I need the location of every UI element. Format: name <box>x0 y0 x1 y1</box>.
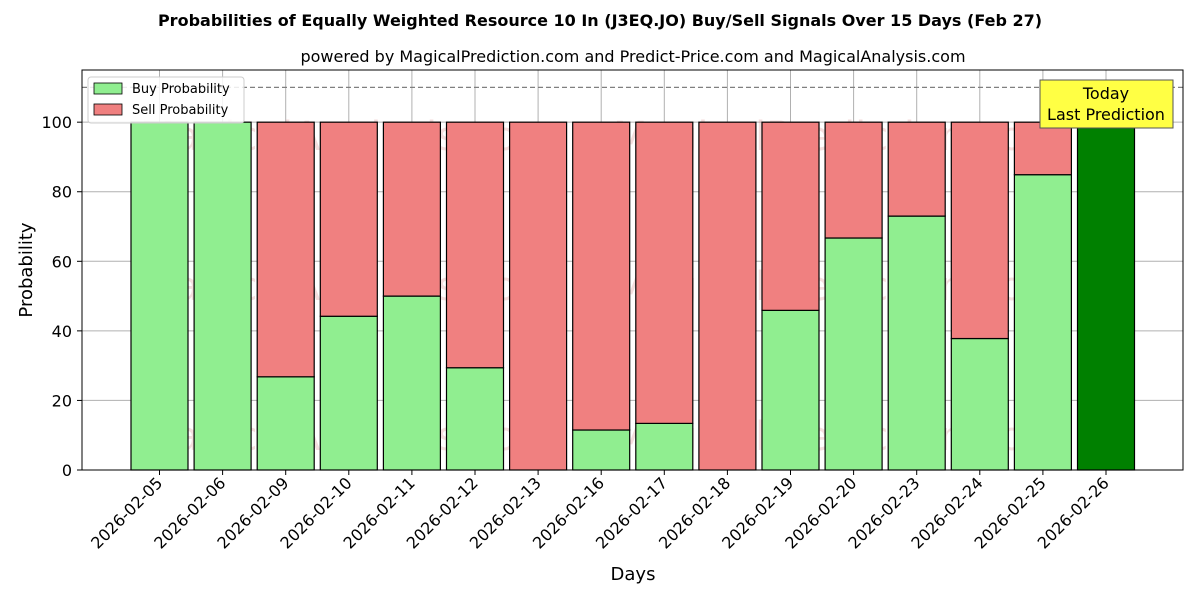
bar-sell-2026-02-13 <box>509 121 568 471</box>
bar-sell-2026-02-16 <box>572 121 631 431</box>
bar-sell-2026-02-09 <box>256 121 315 378</box>
bar-buy-2026-02-24 <box>950 337 1009 471</box>
bar-sell-2026-02-10 <box>319 121 378 317</box>
chart-title: Probabilities of Equally Weighted Resour… <box>158 11 1042 30</box>
y-axis-ticks: 0 20 40 60 80 100 <box>41 113 82 480</box>
bar-sell-2026-02-20 <box>824 121 883 239</box>
x-axis-ticks: 2026-02-052026-02-062026-02-092026-02-10… <box>87 470 1113 553</box>
bar-buy-2026-02-25 <box>1013 174 1073 471</box>
bar-buy-2026-02-06 <box>193 121 252 471</box>
bar-buy-2026-02-16 <box>572 429 631 471</box>
today-annotation: Today Last Prediction <box>1039 79 1174 129</box>
annotation-line-1: Today <box>1082 84 1129 103</box>
bar-buy-2026-02-19 <box>761 309 820 471</box>
annotation-box <box>1039 79 1174 129</box>
legend-swatch-sell <box>93 103 123 116</box>
bar-sell-2026-02-17 <box>635 121 694 424</box>
bar-sell-2026-02-25 <box>1013 121 1073 176</box>
y-tick-label: 0 <box>62 461 72 480</box>
legend-swatch-buy <box>93 82 123 95</box>
chart-subtitle: powered by MagicalPrediction.com and Pre… <box>300 47 965 66</box>
bar-buy-2026-02-23 <box>887 215 946 471</box>
legend: Buy Probability Sell Probability <box>87 76 245 124</box>
y-axis-label: Probability <box>16 222 37 317</box>
bar-sell-2026-02-19 <box>761 121 820 311</box>
legend-label-buy: Buy Probability <box>132 82 230 97</box>
x-axis-label: Days <box>611 564 656 585</box>
y-tick-label: 20 <box>52 391 72 410</box>
bar-buy-2026-02-17 <box>635 422 694 471</box>
plot-frame <box>81 69 1184 471</box>
bar-buy-2026-02-05 <box>130 121 189 471</box>
legend-box <box>87 76 245 124</box>
bar-buy-2026-02-12 <box>445 367 505 471</box>
y-tick-label: 40 <box>52 322 72 341</box>
annotation-line-2: Last Prediction <box>1047 105 1165 124</box>
bar-sell-2026-02-11 <box>382 121 441 297</box>
bar-sell-2026-02-18 <box>698 121 757 471</box>
y-tick-label: 60 <box>52 252 72 271</box>
bars <box>130 121 1136 471</box>
y-tick-label: 100 <box>41 113 72 132</box>
bar-sell-2026-02-24 <box>950 121 1009 340</box>
bar-buy-2026-02-11 <box>382 295 441 471</box>
y-tick-label: 80 <box>52 183 72 202</box>
bar-sell-2026-02-12 <box>445 121 505 369</box>
bar-buy-2026-02-10 <box>319 315 378 471</box>
bar-buy-2026-02-09 <box>256 376 315 471</box>
bar-buy-2026-02-20 <box>824 237 883 471</box>
legend-label-sell: Sell Probability <box>132 103 229 118</box>
bar-sell-2026-02-23 <box>887 121 946 217</box>
bar-buy-2026-02-26 <box>1076 121 1136 471</box>
